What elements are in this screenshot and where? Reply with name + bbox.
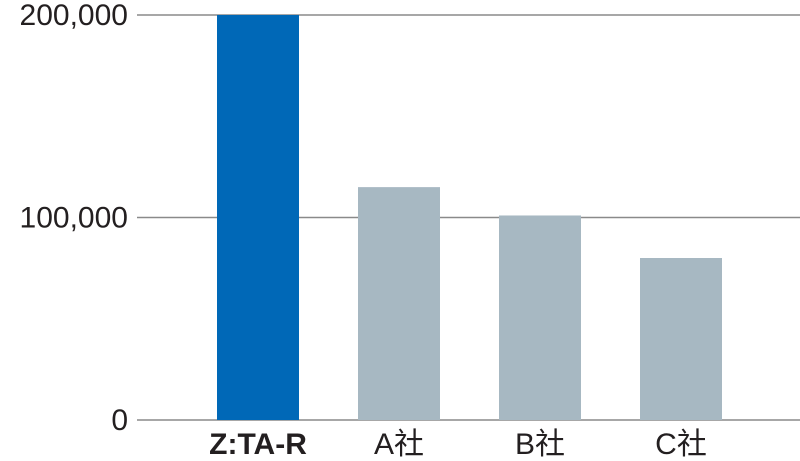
x-tick-label: Z:TA-R	[209, 428, 307, 461]
x-tick-label: B社	[515, 428, 565, 461]
bar	[499, 215, 581, 420]
y-tick-label: 0	[111, 404, 128, 437]
x-tick-label: A社	[374, 428, 424, 461]
y-tick-label: 100,000	[20, 201, 128, 234]
x-tick-label: C社	[655, 428, 707, 461]
bar	[217, 15, 299, 420]
bar	[640, 258, 722, 420]
bar	[358, 187, 440, 420]
y-tick-label: 200,000	[20, 0, 128, 32]
